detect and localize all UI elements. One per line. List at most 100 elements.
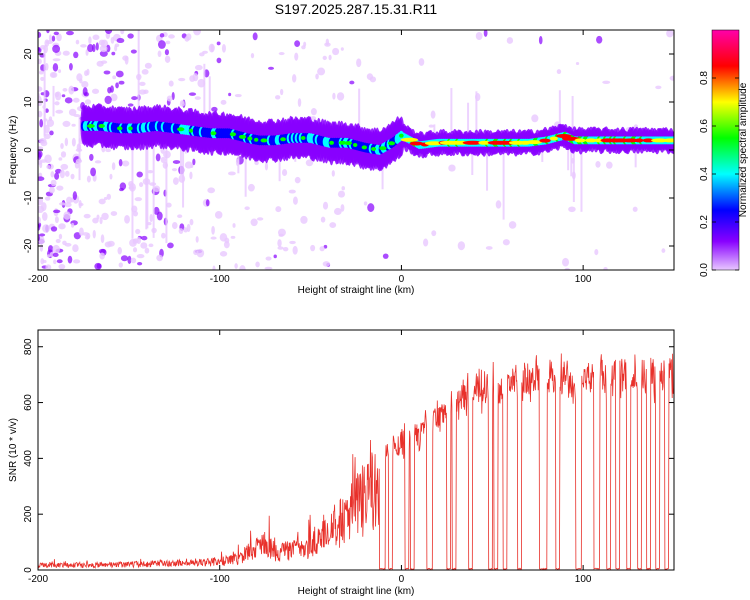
- noise-blob: [94, 160, 102, 164]
- noise-blob: [277, 239, 282, 248]
- noise-blob: [155, 153, 161, 162]
- noise-blob: [70, 197, 74, 203]
- noise-blob: [139, 81, 146, 86]
- noise-blob: [220, 99, 227, 105]
- spectrogram-y-ticks: -20 -10 0 10 20: [23, 48, 674, 253]
- noise-blob: [594, 249, 599, 256]
- noise-blob: [122, 55, 129, 61]
- noise-blob: [184, 36, 190, 42]
- noise-blob: [119, 187, 124, 192]
- noise-blob: [67, 255, 73, 264]
- noise-blob: [104, 30, 113, 35]
- noise-blob: [64, 137, 69, 147]
- noise-blob: [315, 73, 319, 80]
- noise-blob: [277, 246, 284, 250]
- noise-blob: [239, 265, 246, 270]
- noise-blob: [58, 157, 63, 161]
- ridge-core: [300, 136, 306, 140]
- noise-blob: [202, 50, 208, 54]
- noise-blob: [323, 244, 328, 249]
- noise-blob: [69, 62, 73, 71]
- noise-blob: [157, 50, 162, 58]
- colorbar-ticks: 0.0 0.2 0.4 0.6 0.8: [699, 71, 739, 277]
- noise-blob: [45, 40, 54, 45]
- noise-blob: [575, 61, 580, 66]
- noise-blob: [39, 161, 43, 169]
- noise-blob: [40, 258, 45, 265]
- noise-blob: [38, 176, 45, 181]
- noise-blob: [244, 206, 250, 211]
- noise-blob: [134, 197, 143, 202]
- noise-blob: [165, 40, 171, 45]
- noise-blob: [289, 240, 296, 245]
- noise-blob: [189, 218, 194, 226]
- noise-blob: [53, 31, 59, 36]
- noise-blob: [101, 212, 109, 221]
- noise-blob: [210, 44, 214, 52]
- ridge-core: [210, 131, 217, 136]
- noise-blob: [252, 32, 258, 41]
- x-tick-label: 100: [575, 274, 592, 285]
- noise-blob: [89, 153, 94, 161]
- noise-blob: [118, 262, 123, 268]
- noise-blob: [171, 221, 178, 230]
- x-tick-label: 100: [575, 574, 592, 585]
- noise-blob: [292, 74, 297, 83]
- noise-blob: [172, 160, 181, 165]
- ridge-core: [539, 138, 551, 143]
- noise-blob: [62, 240, 67, 246]
- noise-blob: [38, 110, 43, 118]
- noise-blob: [52, 58, 61, 62]
- noise-blob: [195, 236, 199, 243]
- noise-blob: [172, 177, 179, 185]
- noise-blob: [54, 172, 60, 180]
- noise-blob: [144, 62, 152, 69]
- spectrogram-x-label: Height of straight line (km): [298, 285, 415, 296]
- noise-blob: [58, 69, 62, 74]
- noise-blob: [184, 161, 193, 169]
- noise-blob: [475, 31, 483, 41]
- noise-blob: [63, 211, 71, 220]
- noise-blob: [58, 223, 66, 230]
- noise-blob: [74, 161, 80, 169]
- noise-blob: [127, 103, 134, 107]
- y-tick-label: 200: [23, 505, 34, 522]
- ridge-core: [387, 141, 396, 146]
- noise-blob: [52, 252, 59, 258]
- noise-blob: [88, 36, 92, 45]
- noise-blob: [72, 244, 79, 253]
- noise-blob: [78, 227, 84, 236]
- noise-blob: [72, 191, 78, 201]
- ridge-core: [188, 128, 193, 133]
- y-tick-label: -10: [23, 190, 34, 205]
- ridge-core: [409, 141, 424, 146]
- noise-blob: [44, 196, 51, 201]
- noise-blob: [139, 182, 144, 188]
- noise-blob: [120, 255, 129, 262]
- noise-blob: [42, 212, 48, 221]
- noise-blob: [137, 262, 143, 266]
- noise-blob: [62, 50, 70, 56]
- snr-panel: -200 -100 0 100 0 200 400 600 800 Height of str…: [8, 329, 675, 597]
- noise-blob: [211, 106, 218, 112]
- noise-blob: [66, 30, 74, 36]
- noise-blob: [96, 214, 100, 220]
- noise-blob: [58, 263, 66, 270]
- noise-blob: [661, 248, 666, 253]
- noise-blob: [138, 89, 147, 95]
- noise-blob: [118, 80, 125, 85]
- colorbar-tick-label: 0.8: [699, 71, 710, 85]
- noise-blob: [118, 159, 123, 167]
- noise-blob: [265, 256, 272, 261]
- noise-blob: [194, 64, 203, 71]
- noise-blob: [232, 223, 236, 228]
- noise-blob: [38, 58, 42, 65]
- noise-blob: [38, 152, 42, 160]
- noise-blob: [87, 44, 94, 53]
- x-tick-label: -100: [210, 574, 230, 585]
- noise-blob: [100, 60, 108, 64]
- colorbar-tick-label: 0.0: [699, 263, 710, 277]
- x-tick-label: -200: [28, 574, 48, 585]
- noise-blob: [319, 246, 325, 252]
- ridge-core: [556, 133, 572, 138]
